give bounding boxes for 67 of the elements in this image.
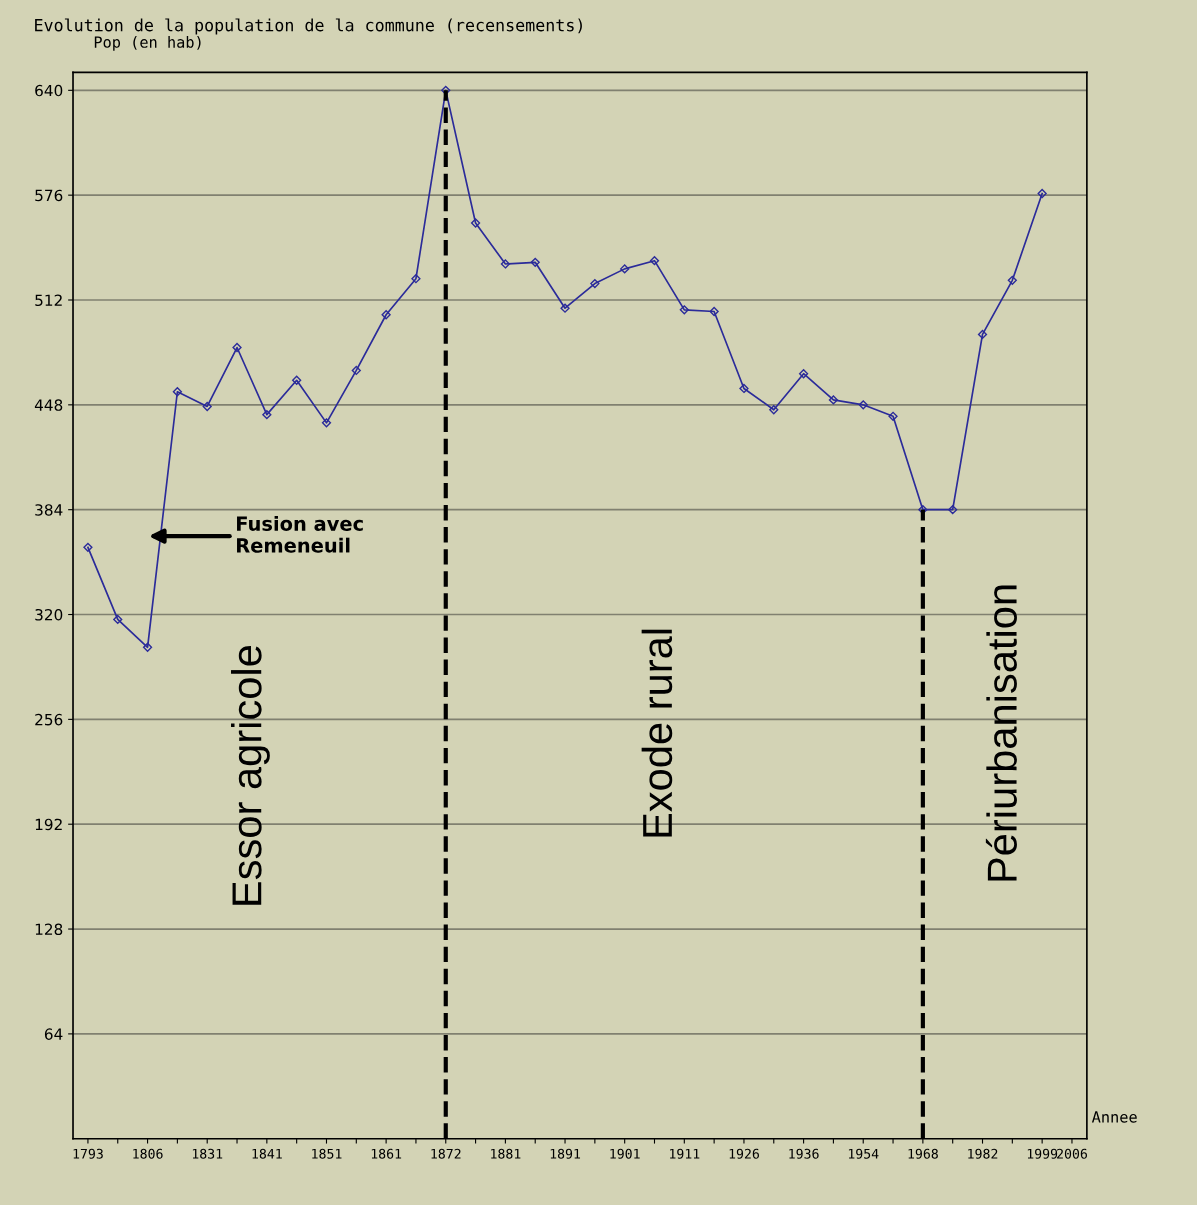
point — [381, 310, 391, 320]
point — [1037, 188, 1047, 199]
x-tick-label: 1881 — [491, 1148, 521, 1159]
y-tick-label: 320 — [35, 608, 63, 621]
y-tick-label: 640 — [35, 84, 63, 97]
point — [620, 264, 630, 274]
y-tick-label: 64 — [44, 1028, 63, 1040]
point — [888, 411, 898, 421]
point — [262, 410, 272, 420]
annotation: Fusion avec Remeneuil — [237, 515, 363, 553]
point — [769, 405, 779, 415]
point — [113, 614, 123, 625]
x-tick-label: 1851 — [312, 1148, 342, 1159]
x-tick-label: 2006 — [1057, 1148, 1087, 1159]
point — [1007, 275, 1017, 285]
point — [172, 387, 183, 397]
point — [470, 218, 481, 228]
point — [232, 342, 242, 353]
annotation: Essor agricole — [231, 645, 270, 905]
x-axis-title: Annee — [1091, 1111, 1137, 1123]
x-tick-label: 1841 — [252, 1148, 282, 1159]
x-tick-label: 1926 — [729, 1148, 759, 1159]
point — [530, 257, 540, 267]
point — [590, 278, 600, 289]
point — [411, 274, 421, 284]
x-tick-label: 1806 — [133, 1148, 163, 1159]
chart-title: Evolution de la population de la commune (recensements) — [35, 18, 582, 35]
point — [351, 365, 361, 376]
x-tick-label: 1872 — [431, 1148, 461, 1159]
point — [441, 85, 451, 95]
point — [828, 395, 839, 405]
annotation: Périurbanisation — [985, 585, 1017, 881]
x-tick-label: 1968 — [908, 1148, 938, 1159]
point — [679, 305, 689, 315]
y-tick-label: 448 — [34, 399, 63, 411]
point — [709, 306, 719, 317]
x-tick-label: 1982 — [968, 1148, 998, 1159]
y-tick-label: 512 — [35, 294, 62, 307]
y-tick-label: 576 — [35, 189, 63, 202]
y-tick-label: 256 — [35, 713, 63, 726]
x-tick-label: 1999 — [1027, 1148, 1058, 1159]
x-tick-label: 1861 — [371, 1148, 402, 1159]
point — [292, 375, 302, 385]
point — [798, 369, 809, 379]
x-tick-label: 1954 — [848, 1148, 879, 1159]
y-tick-label: 128 — [35, 923, 63, 936]
point — [202, 401, 212, 412]
point — [560, 303, 570, 313]
x-tick-label: 1901 — [610, 1148, 640, 1159]
point — [142, 642, 153, 652]
point — [500, 259, 511, 269]
point — [948, 505, 958, 515]
point — [739, 383, 749, 394]
y-tick-label: 192 — [35, 818, 62, 831]
point — [649, 256, 660, 266]
y-tick-label: 384 — [35, 504, 63, 516]
x-tick-label: 1936 — [789, 1148, 819, 1159]
point — [83, 542, 93, 552]
x-tick-label: 1831 — [192, 1148, 223, 1159]
x-tick-label: 1891 — [550, 1148, 581, 1159]
annotation: Exode rural — [641, 629, 673, 837]
x-tick-label: 1793 — [73, 1148, 103, 1159]
point — [321, 418, 332, 428]
y-axis-title: Pop (en hab) — [94, 36, 201, 51]
point — [977, 329, 988, 340]
x-tick-label: 1911 — [670, 1148, 700, 1159]
point — [858, 400, 868, 410]
